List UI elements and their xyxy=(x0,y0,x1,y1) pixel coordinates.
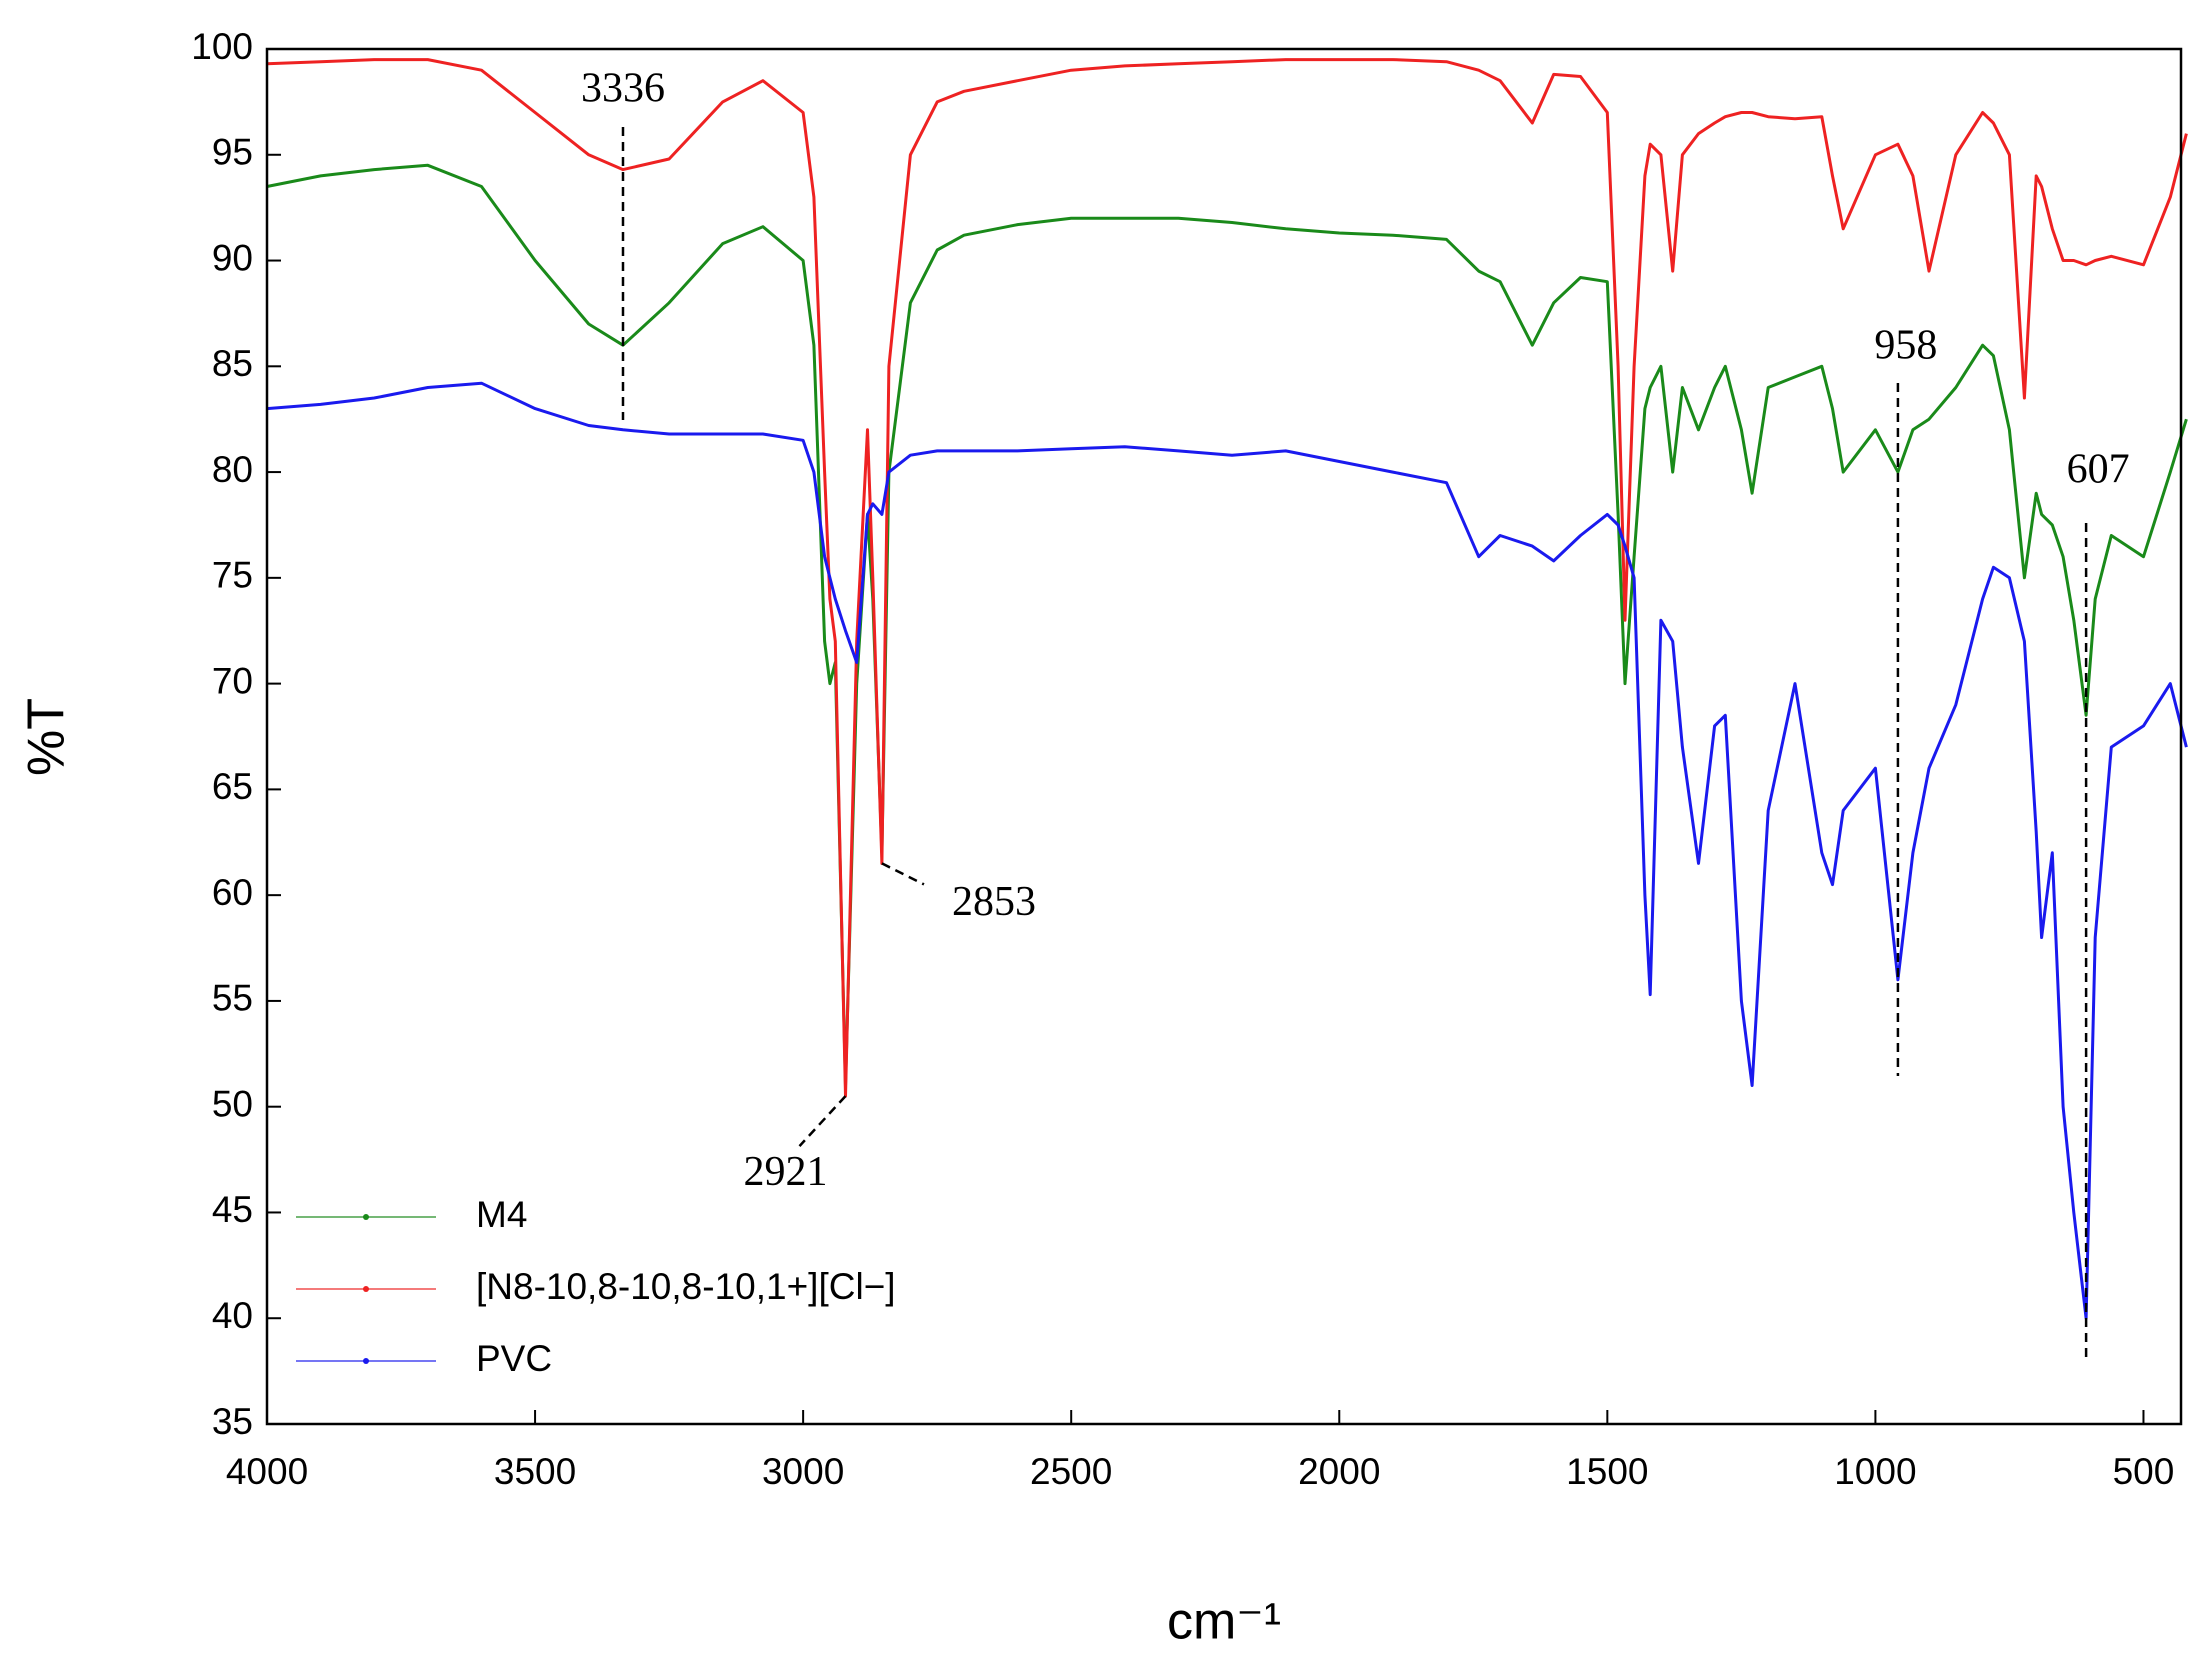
y-tick-label: 40 xyxy=(212,1295,253,1336)
annotation-label: 958 xyxy=(1874,323,1937,369)
x-tick-label: 1500 xyxy=(1566,1451,1648,1492)
series-line xyxy=(266,381,2188,1320)
legend-marker xyxy=(363,1358,369,1364)
y-tick-label: 50 xyxy=(212,1083,253,1124)
annotation-label: 607 xyxy=(2067,447,2130,493)
series-line xyxy=(266,163,2188,1087)
legend-label: PVC xyxy=(476,1338,552,1379)
y-tick-label: 65 xyxy=(212,766,253,807)
annotation-label: 3336 xyxy=(581,66,665,112)
y-tick-label: 60 xyxy=(212,872,253,913)
y-tick-label: 35 xyxy=(212,1401,253,1442)
x-tick-label: 4000 xyxy=(226,1451,308,1492)
y-tick-label: 80 xyxy=(212,449,253,490)
y-tick-label: 90 xyxy=(212,237,253,278)
legend-label: M4 xyxy=(476,1194,527,1235)
x-tick-label: 1000 xyxy=(1834,1451,1916,1492)
y-tick-label: 95 xyxy=(212,132,253,173)
x-tick-label: 500 xyxy=(2113,1451,2175,1492)
annotation-label: 2853 xyxy=(952,879,1036,925)
y-tick-label: 55 xyxy=(212,978,253,1019)
legend-marker xyxy=(363,1286,369,1292)
y-tick-label: 45 xyxy=(212,1189,253,1230)
annotation-line xyxy=(798,1095,847,1147)
x-tick-label: 2000 xyxy=(1298,1451,1380,1492)
series-line xyxy=(266,58,2188,1098)
x-tick-label: 3500 xyxy=(494,1451,576,1492)
annotation-label: 2921 xyxy=(743,1149,827,1195)
plot-frame xyxy=(265,47,2183,1426)
y-tick-label: 100 xyxy=(191,26,253,67)
annotation-line xyxy=(881,862,925,886)
x-axis-label: cm⁻¹ xyxy=(1167,1593,1281,1651)
y-tick-label: 70 xyxy=(212,660,253,701)
legend-label: [N8-10,8-10,8-10,1+][Cl−] xyxy=(476,1266,896,1307)
y-axis-label: %T xyxy=(18,698,76,776)
legend-marker xyxy=(363,1214,369,1220)
y-tick-label: 75 xyxy=(212,555,253,596)
x-tick-label: 3000 xyxy=(762,1451,844,1492)
x-tick-label: 2500 xyxy=(1030,1451,1112,1492)
y-tick-label: 85 xyxy=(212,343,253,384)
